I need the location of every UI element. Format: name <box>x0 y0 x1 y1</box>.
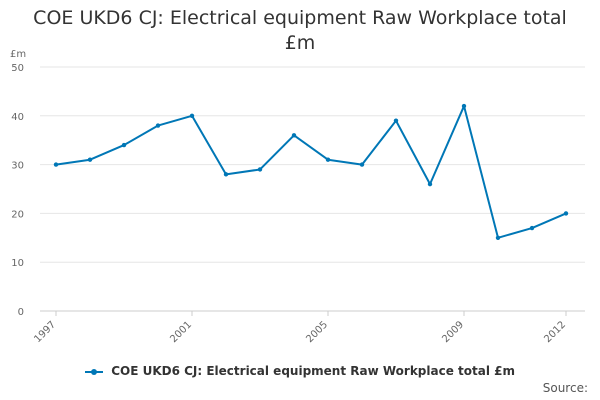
y-tick-label: 40 <box>11 112 24 123</box>
data-point <box>529 225 535 231</box>
x-tick-label: 2005 <box>304 319 330 345</box>
data-point <box>325 157 331 162</box>
y-tick-label: 30 <box>11 161 24 172</box>
data-point <box>121 142 127 148</box>
x-tick-label: 2009 <box>440 319 466 345</box>
data-point <box>223 172 229 177</box>
x-tick-label: 2001 <box>168 319 194 345</box>
x-tick-label: 2012 <box>542 319 568 345</box>
data-point <box>291 133 297 138</box>
data-point <box>393 118 399 123</box>
data-point <box>495 235 501 240</box>
data-point <box>563 211 569 216</box>
data-point <box>461 103 467 109</box>
data-point <box>359 162 365 167</box>
series-group <box>53 103 569 240</box>
data-point <box>257 167 263 172</box>
legend-label: COE UKD6 CJ: Electrical equipment Raw Wo… <box>111 364 515 378</box>
y-tick-label: 20 <box>11 209 24 220</box>
x-tick-label: 1997 <box>32 319 58 345</box>
x-axis-tick-labels: 1997 2001 2005 2009 2012 <box>32 319 568 345</box>
data-point <box>155 123 161 128</box>
legend-swatch <box>85 367 103 377</box>
legend[interactable]: COE UKD6 CJ: Electrical equipment Raw Wo… <box>0 364 600 378</box>
y-tick-label: 10 <box>11 258 24 269</box>
source-label: Source: <box>542 381 588 395</box>
x-axis <box>40 310 585 316</box>
y-tick-label: 50 <box>11 63 24 74</box>
data-point <box>87 157 93 162</box>
data-point <box>53 162 59 167</box>
chart-title: COE UKD6 CJ: Electrical equipment Raw Wo… <box>33 7 567 54</box>
gridlines <box>40 66 585 263</box>
data-point <box>427 181 433 187</box>
y-tick-label: 0 <box>18 307 24 318</box>
data-point <box>189 113 195 119</box>
y-axis-tick-labels: 0 10 20 30 40 50 <box>11 63 24 318</box>
series-line <box>55 105 567 239</box>
y-axis-unit-label: £m <box>10 49 26 60</box>
